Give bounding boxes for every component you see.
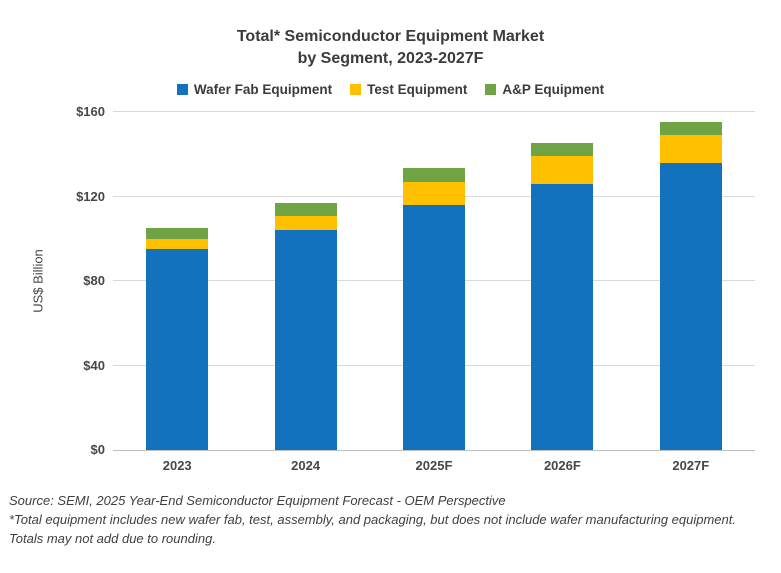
x-tick-label-2026F: 2026F [543, 458, 581, 473]
bar-segment-2025F-wafer-fab-equipment [402, 204, 465, 450]
bar-2024 [241, 112, 369, 450]
y-tick-label-160: $160 [76, 104, 105, 119]
bar-segment-2025F-a-p-equipment [402, 168, 465, 182]
bar-segment-2024-test-equipment [274, 215, 337, 231]
wafer-fab-swatch-icon [176, 84, 188, 95]
legend-label-ap: A&P Equipment [502, 82, 605, 97]
bar-2023 [113, 112, 241, 450]
bar-segment-2027F-a-p-equipment [659, 121, 722, 136]
bar-segment-2027F-wafer-fab-equipment [659, 162, 722, 450]
legend-item-ap: A&P Equipment [485, 82, 604, 97]
x-tick-label-2023: 2023 [162, 458, 192, 473]
bar-segment-2027F-test-equipment [659, 135, 722, 163]
x-tick-label-2024: 2024 [291, 458, 321, 473]
footnote-line1: *Total equipment includes new wafer fab,… [9, 512, 736, 527]
x-axis-line [113, 450, 755, 451]
bar-2025F [370, 112, 498, 450]
legend-item-test: Test Equipment [350, 82, 467, 97]
bar-segment-2026F-test-equipment [531, 156, 594, 184]
bar-2026F [498, 112, 626, 450]
bar-segment-2023-wafer-fab-equipment [146, 249, 209, 450]
gridline-160 [113, 111, 755, 112]
chart-title: Total* Semiconductor Equipment Market by… [0, 26, 781, 70]
ap-swatch-icon [485, 84, 497, 95]
y-tick-label-120: $120 [76, 188, 105, 204]
bar-segment-2024-a-p-equipment [274, 202, 337, 216]
bar-segment-2026F-wafer-fab-equipment [531, 183, 594, 450]
bar-segment-2023-a-p-equipment [146, 228, 209, 239]
bar-segment-2026F-a-p-equipment [531, 142, 594, 157]
test-swatch-icon [350, 84, 362, 95]
y-axis-tick-labels: $0 $40 $80 $120 $160 [0, 104, 105, 457]
plot-area [113, 111, 755, 451]
bar-segment-2024-wafer-fab-equipment [274, 230, 337, 450]
legend-label-wafer-fab: Wafer Fab Equipment [193, 82, 333, 97]
source-line: Source: SEMI, 2025 Year-End Semiconducto… [9, 493, 506, 508]
bar-2027F [627, 112, 755, 450]
chart-legend: Wafer Fab Equipment Test Equipment A&P E… [0, 82, 781, 97]
x-axis-tick-labels: 2023 2024 2025F 2026F 2027F [113, 458, 755, 476]
footer-notes: Source: SEMI, 2025 Year-End Semiconducto… [9, 491, 779, 548]
bar-segment-2025F-test-equipment [402, 181, 465, 205]
y-tick-label-0: $0 [90, 442, 105, 457]
y-tick-label-80: $80 [83, 273, 105, 288]
legend-item-wafer-fab: Wafer Fab Equipment [176, 82, 333, 97]
x-tick-label-2027F: 2027F [672, 458, 710, 473]
y-tick-label-40: $40 [83, 357, 105, 373]
chart-title-line1: Total* Semiconductor Equipment Market [236, 28, 545, 45]
chart-title-line2: by Segment, 2023-2027F [297, 50, 484, 67]
legend-label-test: Test Equipment [367, 82, 468, 97]
x-tick-label-2025F: 2025F [415, 458, 453, 473]
bar-segment-2023-test-equipment [146, 238, 209, 250]
footnote-line2: Totals may not add due to rounding. [9, 531, 216, 546]
